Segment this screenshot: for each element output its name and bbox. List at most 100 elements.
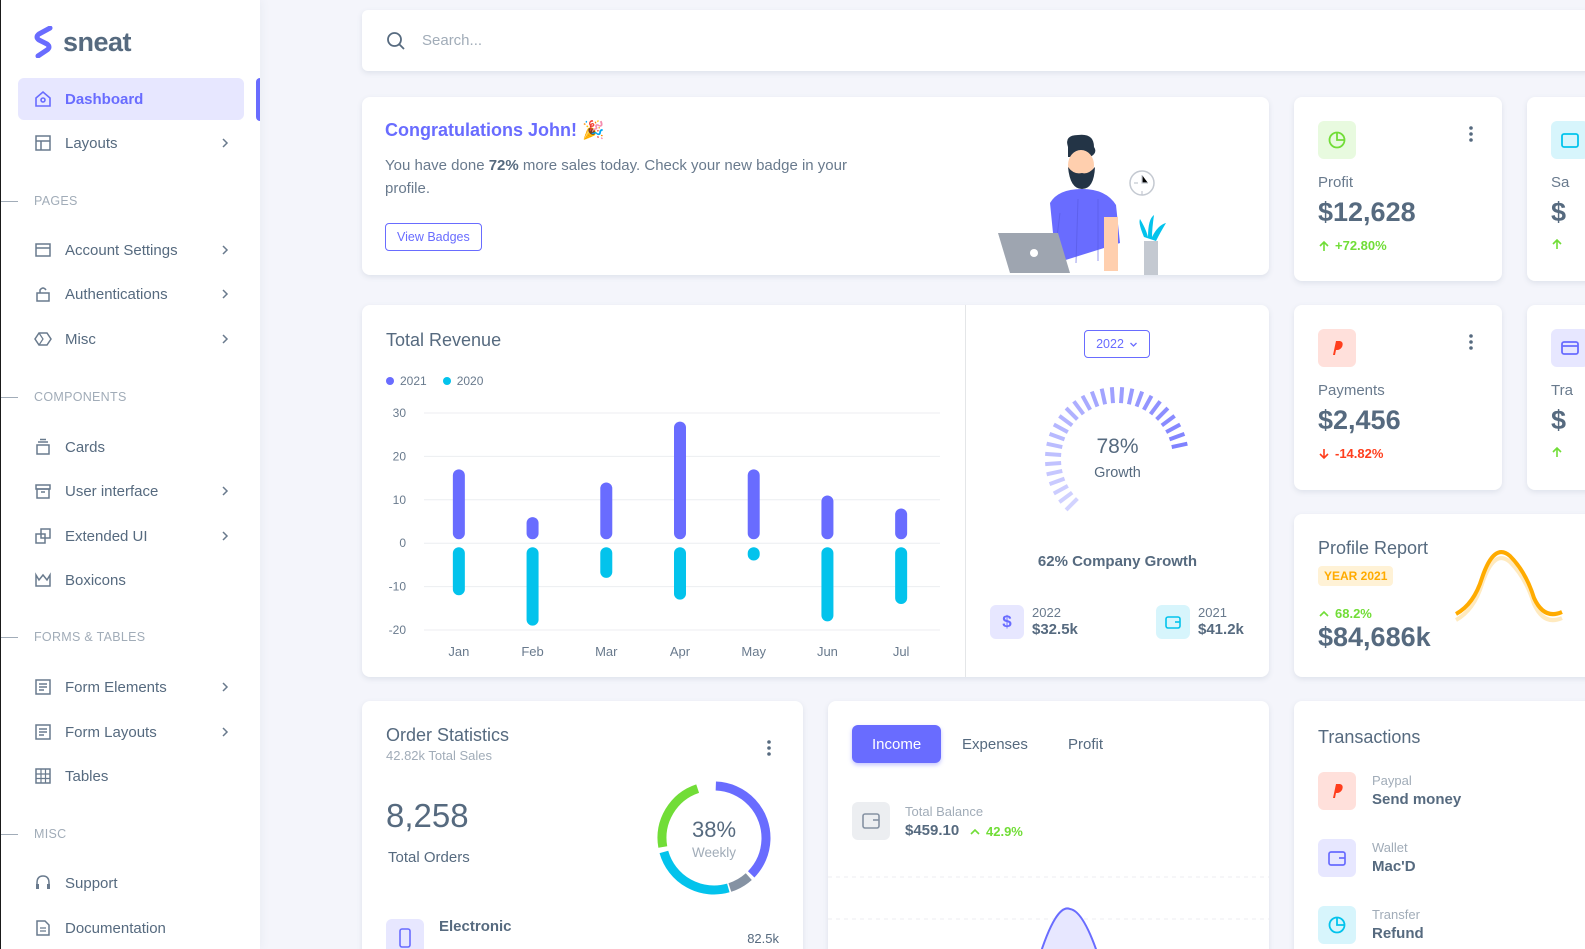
sidebar-item-label: Authentications [65, 285, 168, 303]
bar-2020-Mar[interactable] [600, 547, 613, 578]
tab-profit[interactable]: Profit [1068, 735, 1104, 753]
detail-icon [34, 723, 52, 741]
gauge-tick [1048, 431, 1066, 442]
transaction-desc: Mac'D [1372, 858, 1416, 875]
sidebar-item-label: Form Layouts [65, 723, 157, 741]
bar-2021-Jan[interactable] [452, 469, 465, 540]
mini-stat-2022: $ 2022 $32.5k [990, 605, 1078, 639]
sidebar-item-support[interactable]: Support [18, 862, 244, 904]
collection-icon [34, 438, 52, 456]
bar-2020-Feb[interactable] [526, 547, 539, 626]
year-dropdown[interactable]: 2022 [1084, 330, 1150, 358]
transactions-stat-change [1551, 446, 1563, 458]
tab-income[interactable]: Income [852, 725, 942, 763]
gauge-tick [1058, 490, 1074, 504]
bar-2020-Jul[interactable] [895, 547, 908, 604]
mini-stat-value: $32.5k [1032, 621, 1078, 638]
bar-2021-Mar[interactable] [600, 482, 613, 540]
first-item-label: Electronic [439, 918, 512, 935]
sidebar-item-misc[interactable]: Misc [18, 318, 244, 360]
more-vertical-icon[interactable] [1468, 333, 1474, 351]
sidebar-item-layouts[interactable]: Layouts [18, 122, 244, 164]
profit-change-value: +72.80% [1335, 238, 1387, 253]
gauge-tick [1160, 414, 1176, 428]
transaction-text: Transfer Refund [1372, 906, 1424, 944]
revenue-title: Total Revenue [386, 330, 502, 350]
y-tick-label: 20 [393, 449, 407, 463]
bar-2020-Apr[interactable] [674, 547, 686, 600]
y-tick-label: -20 [389, 623, 407, 637]
search-input[interactable] [422, 32, 1022, 49]
chart-pie-icon [1318, 121, 1356, 159]
list-item[interactable]: Wallet Mac'D [1318, 839, 1416, 877]
mini-stat-year: 2021 [1198, 605, 1227, 620]
tab-expenses[interactable]: Expenses [962, 735, 1028, 753]
brand[interactable]: sneat [33, 26, 132, 58]
sidebar-item-label: Documentation [65, 919, 166, 937]
total-orders-value: 8,258 [386, 797, 469, 834]
bar-2021-Feb[interactable] [526, 517, 539, 540]
payments-value: $2,456 [1318, 405, 1401, 435]
bar-2021-Jun[interactable] [821, 495, 834, 540]
bar-2021-Apr[interactable] [674, 421, 686, 540]
sales-card: Sa $ [1527, 97, 1585, 281]
dollar-icon: $ [990, 605, 1024, 639]
sidebar-item-form-elements[interactable]: Form Elements [18, 666, 244, 708]
gauge-tick [1126, 388, 1135, 405]
search-bar [362, 10, 1585, 71]
sidebar-item-label: Extended UI [65, 527, 148, 545]
gauge-tick [1046, 468, 1063, 477]
mini-stat-2021-text: 2021 $41.2k [1198, 605, 1244, 639]
wallet-icon [852, 802, 890, 840]
arrow-down-icon [1319, 448, 1329, 459]
gauge-tick [1058, 414, 1074, 428]
gauge-tick [1165, 422, 1182, 434]
chevron-right-icon [222, 138, 229, 148]
sales-label: Sa [1551, 174, 1570, 191]
y-tick-label: 0 [399, 536, 406, 550]
gauge-tick [1109, 387, 1115, 404]
growth-label: Growth [1094, 465, 1141, 481]
more-vertical-icon[interactable] [766, 739, 772, 757]
sneat-logo-icon [34, 26, 53, 58]
x-tick-label: Jan [448, 644, 469, 659]
sidebar-item-documentation[interactable]: Documentation [18, 907, 244, 949]
growth-percent: 78% [1096, 435, 1139, 458]
total-orders-label: Total Orders [388, 849, 470, 866]
revenue-bar-chart: 30 20 10 0 -10 -20 Jan Feb Mar Apr May Jun Jul [389, 406, 940, 659]
list-item[interactable]: Paypal Send money [1318, 772, 1461, 810]
sidebar-item-account-settings[interactable]: Account Settings [18, 229, 244, 271]
sidebar-item-user-interface[interactable]: User interface [18, 470, 244, 512]
gauge-tick [1148, 400, 1162, 416]
mobile-icon [386, 919, 424, 949]
sidebar-item-cards[interactable]: Cards [18, 426, 244, 468]
bar-2021-Jul[interactable] [895, 508, 908, 540]
sidebar-item-label: Boxicons [65, 571, 126, 589]
list-item[interactable]: Transfer Refund [1318, 906, 1424, 944]
paypal-icon [1318, 772, 1356, 810]
menu-header-pages: PAGES [1, 194, 78, 208]
bar-2020-Jan[interactable] [452, 547, 465, 596]
more-vertical-icon[interactable] [1468, 125, 1474, 143]
sales-change [1551, 238, 1563, 250]
sidebar-item-extended-ui[interactable]: Extended UI [18, 515, 244, 557]
search-icon[interactable] [386, 31, 406, 51]
bar-2020-Jun[interactable] [821, 547, 834, 622]
view-badges-button[interactable]: View Badges [385, 223, 482, 251]
congrats-text: You have done 72% more sales today. Chec… [385, 154, 875, 200]
transaction-desc: Send money [1372, 791, 1462, 808]
sidebar-item-authentications[interactable]: Authentications [18, 273, 244, 315]
bar-2021-May[interactable] [747, 469, 760, 540]
sidebar-item-tables[interactable]: Tables [18, 755, 244, 797]
sidebar-item-label: Support [65, 874, 118, 892]
sidebar-item-form-layouts[interactable]: Form Layouts [18, 711, 244, 753]
sidebar-item-boxicons[interactable]: Boxicons [18, 559, 244, 601]
bar-2020-May[interactable] [747, 547, 760, 561]
sidebar-item-label: Cards [65, 438, 106, 456]
cube-icon [34, 330, 52, 348]
transaction-text: Paypal Send money [1372, 772, 1461, 810]
crown-icon [34, 571, 52, 589]
sidebar-item-dashboard[interactable]: Dashboard [18, 78, 244, 120]
year-dropdown-label: 2022 [1096, 337, 1124, 351]
chart-pie-icon [1318, 906, 1356, 944]
